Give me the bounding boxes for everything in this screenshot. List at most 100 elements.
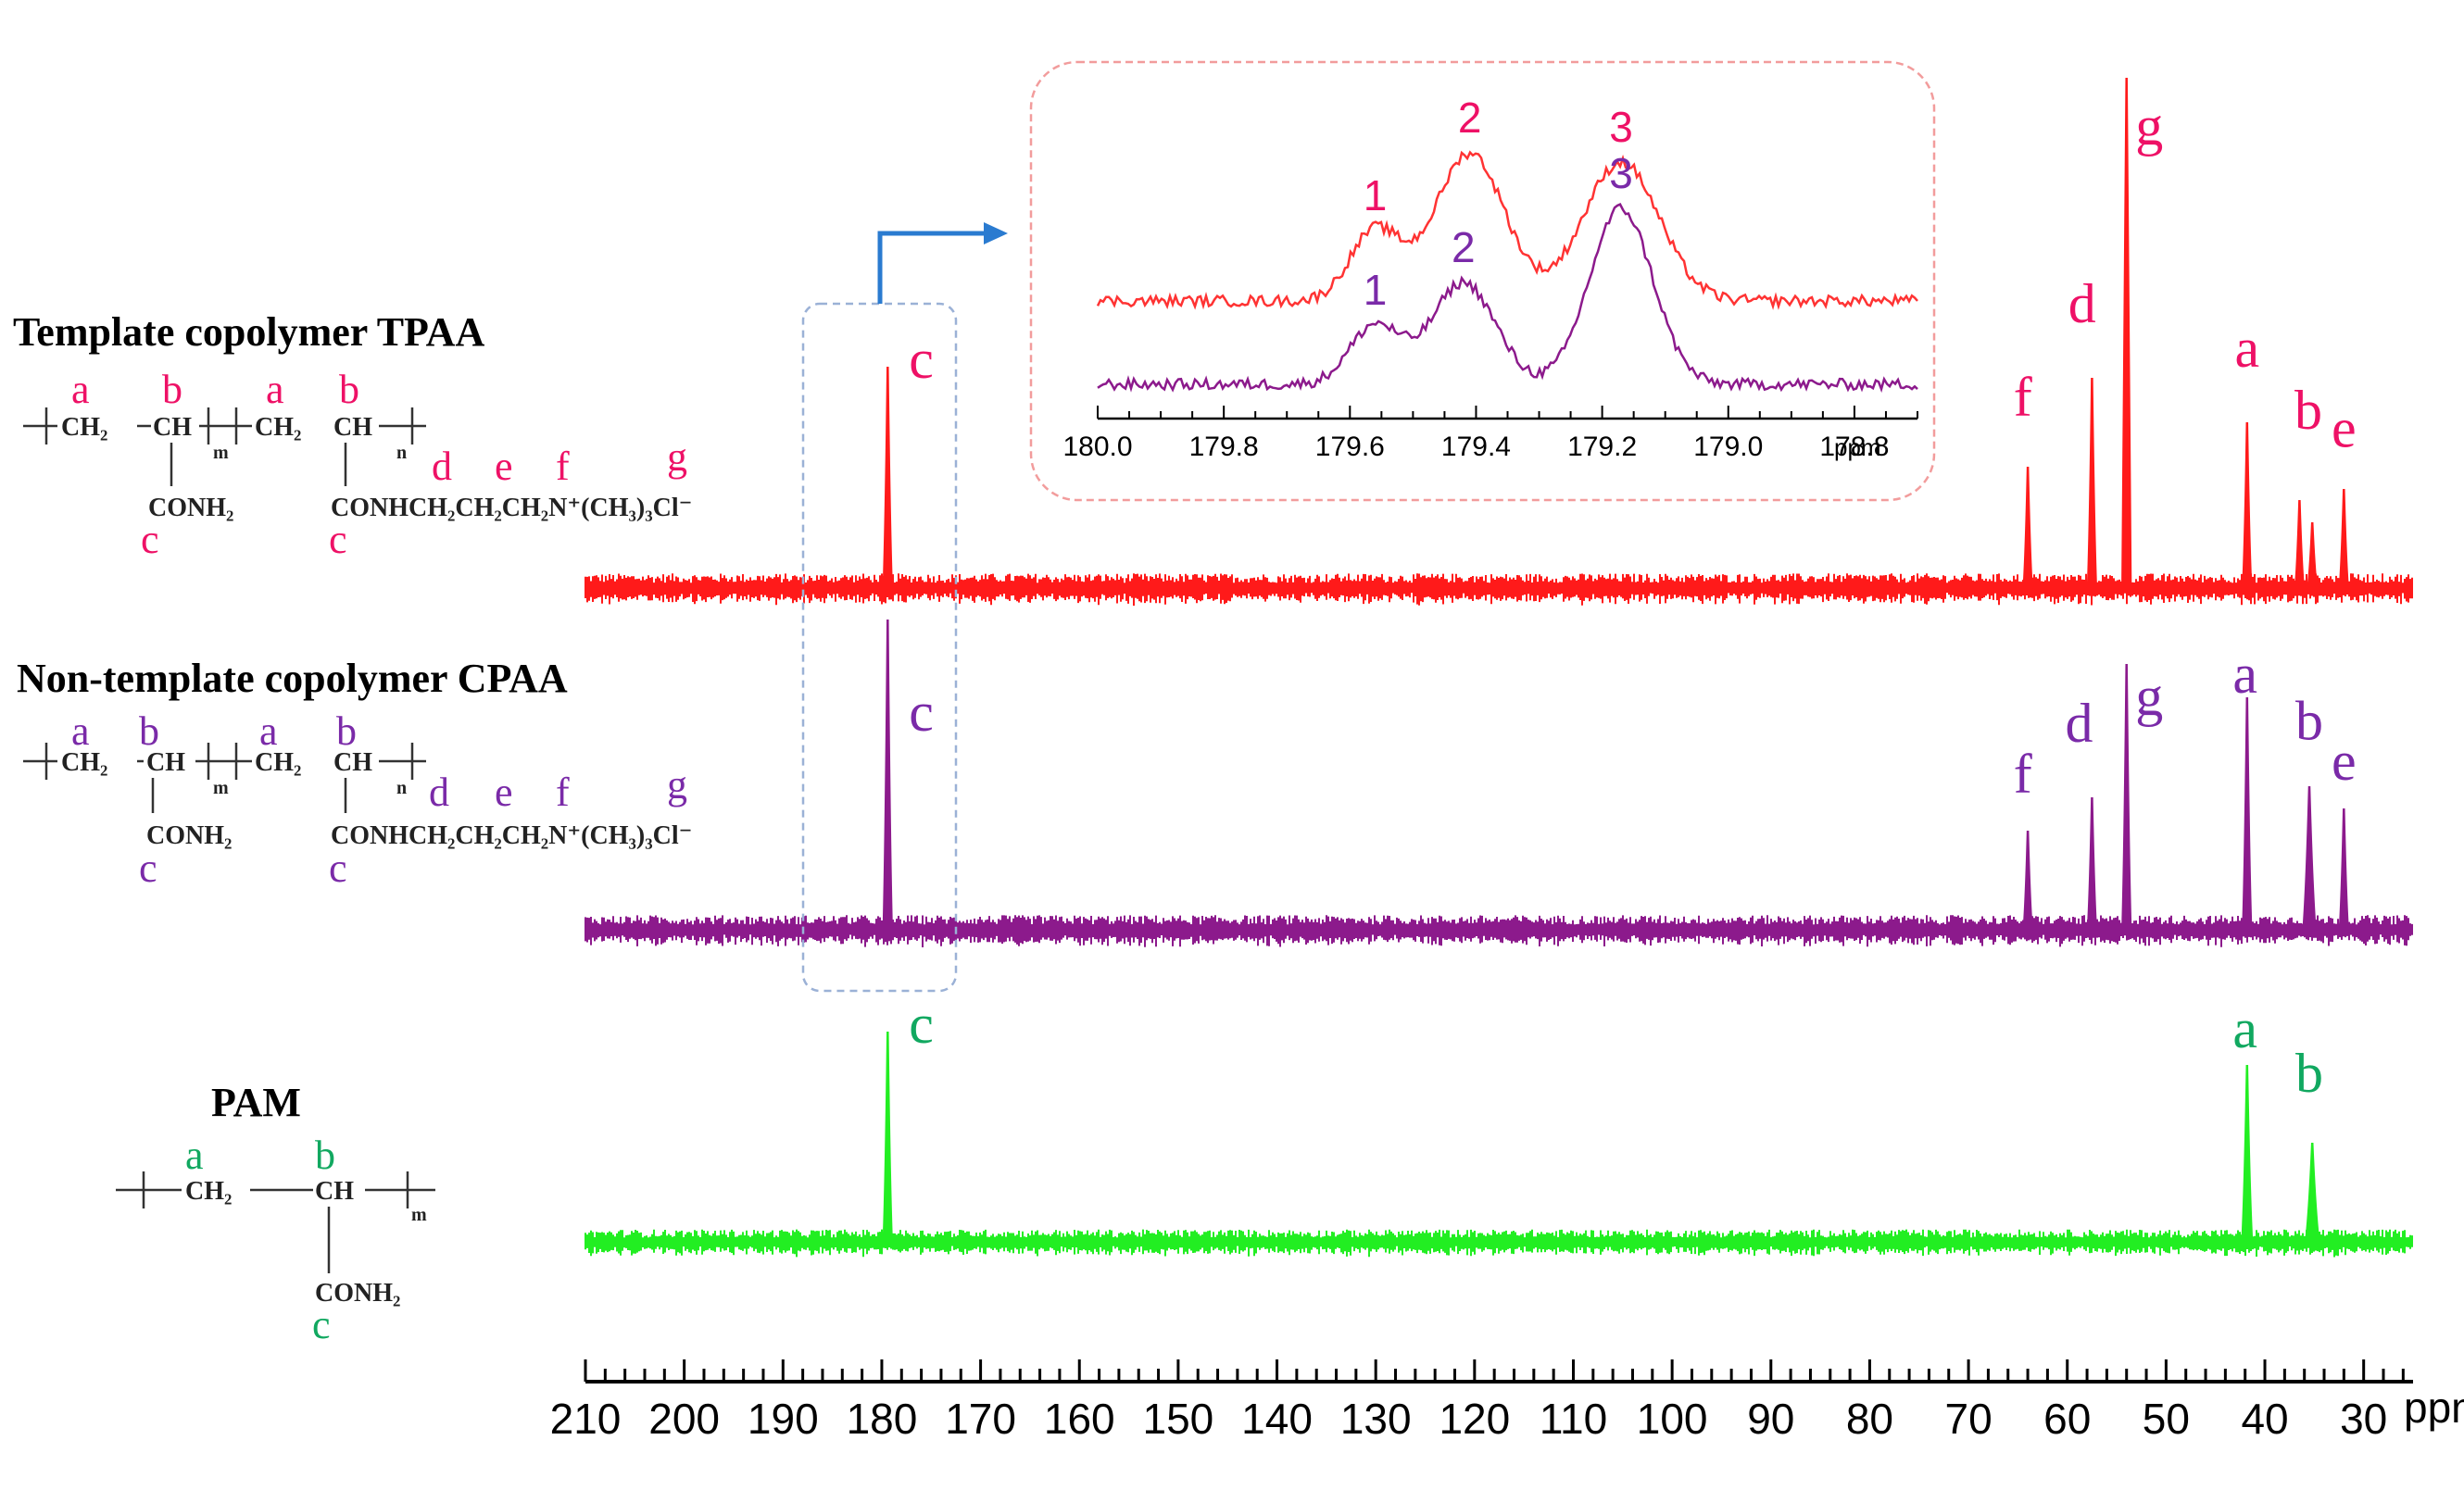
inset-peak-label-2: 2 [1458,94,1482,142]
amide-group: CONH₂ [315,1279,400,1308]
tpaa-backbone: CH₂ CH CH₂ CH m n CONH₂ CONHCH₂CH₂CH₂N⁺(… [57,411,692,522]
backbone-ch2-1: CH₂ [61,748,107,777]
peak-e [2338,808,2349,932]
pam-backbone: CH₂ CH m CONH₂ [182,1175,427,1308]
inset-tick-label: 179.8 [1189,432,1259,462]
main-x-axis: 210 200 190 180 170 160 150 140 130 120 110 100 90 80… [550,1359,2464,1443]
amide-group: CONH₂ [148,494,233,522]
inset-spectra: 1 2 3 1 2 3 [1096,94,1918,394]
tick-label: 100 [1637,1395,1708,1443]
label-c-2: c [329,517,347,562]
peak-f [2022,830,2033,932]
peak-label-e: e [2332,731,2357,792]
peak-label-a: a [2232,998,2257,1059]
repeat-n: n [396,443,407,463]
label-g: g [667,434,687,480]
label-c-1: c [139,845,157,891]
series-3 [585,1031,2413,1258]
series-noise [585,573,2413,607]
tick-label: 180 [847,1395,918,1443]
label-c-2: c [329,845,347,891]
backbone-ch-1: CH [153,413,192,442]
tick-label: 170 [945,1395,1016,1443]
peak-g [2121,663,2132,932]
peak-label-g: g [2135,666,2163,727]
tpaa-top-labels: a b a b [71,367,359,412]
series-noise [585,915,2413,947]
backbone-ch-1: CH [146,748,185,777]
inset-series-2 [1097,202,1918,394]
cpaa-chain-labels: d e f g c c [139,762,687,891]
tick-label: 190 [748,1395,819,1443]
zoom-arrow-head [984,222,1008,244]
peak-c [882,366,893,590]
peak-a [2241,1064,2254,1244]
structure-title-tpaa: Template copolymer TPAA [13,309,484,355]
label-b-1: b [139,708,159,754]
peak-label-e: e [2332,397,2357,458]
label-b-2: b [336,708,357,754]
series-1 [585,77,2413,607]
label-c: c [312,1302,331,1347]
label-f: f [556,444,570,489]
label-b-2: b [339,367,359,412]
repeat-m: m [411,1205,427,1225]
peak-label-c: c [909,682,934,743]
tick-label: 40 [2241,1395,2288,1443]
peak-d [2086,377,2098,590]
label-a-2: a [259,708,278,754]
spectra-area [585,77,2413,1258]
inset-series-1 [1096,150,1918,310]
backbone-ch2-1: CH₂ [61,413,107,442]
peak-c [882,1031,893,1244]
peak-label-b: b [2294,380,2322,441]
tick-label: 110 [1540,1395,1607,1443]
label-b: b [315,1133,335,1178]
peak-a [2242,421,2253,590]
peak-e [2338,488,2349,590]
series-noise [585,1229,2413,1258]
highlight-box [801,302,958,993]
tick-label: 50 [2143,1395,2190,1443]
peak-label-d: d [2066,693,2093,754]
tick-label: 210 [550,1395,622,1443]
backbone-ch2-2: CH₂ [255,748,301,777]
peak-label-b: b [2295,1043,2323,1104]
label-a-1: a [71,367,90,412]
repeat-m: m [213,778,229,798]
cpaa-top-labels: a b a b [71,708,357,754]
repeat-n: n [396,778,407,798]
label-f: f [556,770,570,815]
peak-label-d: d [2068,273,2096,334]
inset-tick-label: 179.6 [1315,432,1385,462]
tick-label: 140 [1241,1395,1313,1443]
side-chain: CONHCH₂CH₂CH₂N⁺(CH₃)₃Cl⁻ [331,494,692,522]
backbone-ch2: CH₂ [185,1177,232,1206]
structure-panels: Template copolymer TPAA a b a b [13,309,692,1347]
structure-cpaa: Non-template copolymer CPAA a b a b [17,656,692,891]
tick-label: 60 [2043,1395,2091,1443]
peak-shoulder [2294,499,2306,590]
tick-label: 30 [2340,1395,2387,1443]
peak-label-c: c [909,994,934,1055]
peak-label-b: b [2295,691,2323,752]
tick-label: 80 [1846,1395,1893,1443]
peak-label-c: c [909,329,934,390]
tick-label: 120 [1439,1395,1510,1443]
structure-title-cpaa: Non-template copolymer CPAA [17,656,568,701]
peak-b [2302,785,2317,932]
peak-g [2121,77,2132,590]
backbone-ch: CH [315,1177,354,1206]
label-b-1: b [162,367,182,412]
label-d: d [432,444,452,489]
tpaa-chain-labels: d e f g c c [141,434,687,562]
inset-peak-label-1: 1 [1364,171,1388,219]
label-a-1: a [71,708,90,754]
peak-label-g: g [2135,95,2163,157]
inset-peak-label-3: 3 [1609,103,1633,151]
inset-tick-label: 179.4 [1441,432,1511,462]
x-axis-label: ppm [2404,1384,2464,1432]
cpaa-backbone: CH₂ CH CH₂ CH m n CONH₂ CONHCH₂CH₂CH₂N⁺(… [57,746,692,850]
